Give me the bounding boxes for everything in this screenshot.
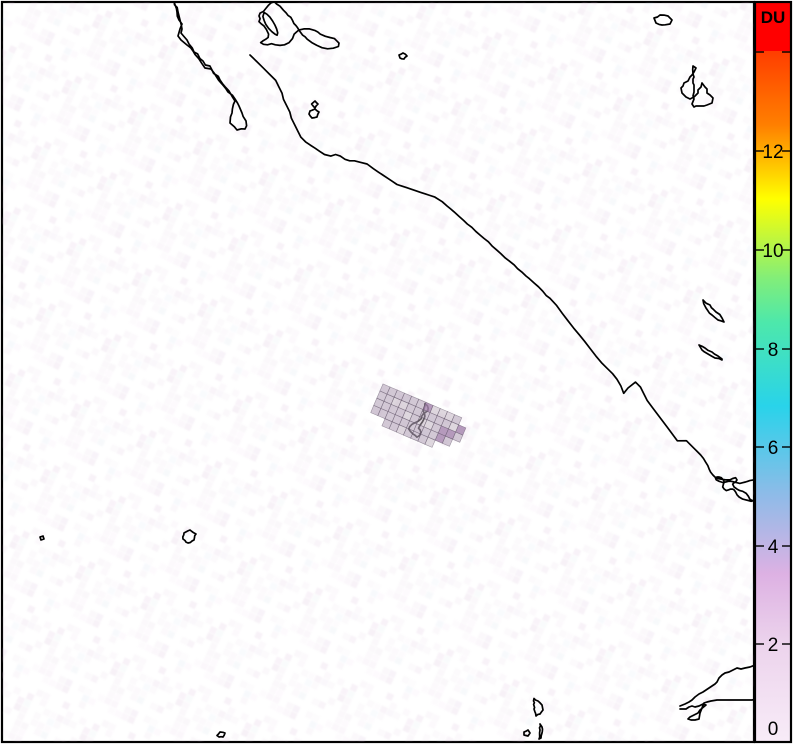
svg-text:10: 10: [762, 241, 783, 262]
svg-text:0: 0: [768, 719, 779, 740]
svg-text:12: 12: [762, 142, 783, 163]
svg-text:4: 4: [768, 537, 779, 558]
svg-text:DU: DU: [761, 8, 786, 27]
svg-text:2: 2: [768, 635, 779, 656]
svg-text:6: 6: [768, 438, 779, 459]
svg-text:8: 8: [768, 340, 779, 361]
